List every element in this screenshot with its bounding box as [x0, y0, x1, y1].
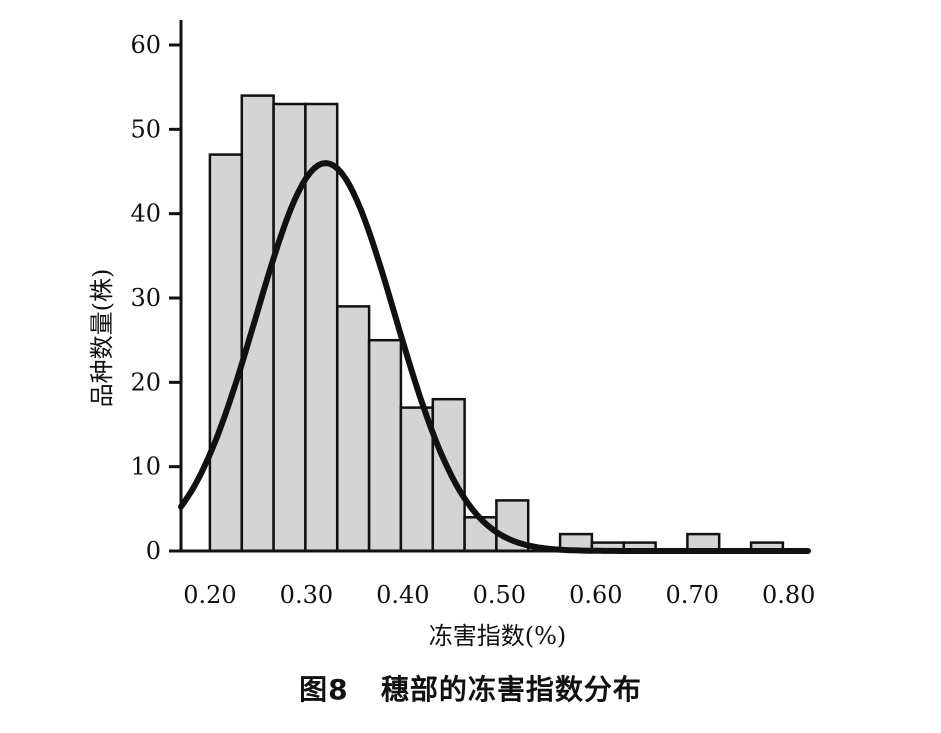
x-tick-label: 0.60 [569, 581, 622, 609]
y-tick-label: 30 [130, 284, 161, 312]
y-tick-label: 10 [130, 453, 161, 481]
histogram-bar [336, 305, 371, 553]
y-tick-label: 0 [146, 537, 161, 565]
figure-caption: 图8 穗部的冻害指数分布 [299, 673, 642, 706]
y-tick-label: 40 [130, 200, 161, 228]
x-axis-title: 冻害指数(%) [429, 622, 567, 650]
histogram-bar [272, 102, 307, 553]
x-ticks: 0.20 0.30 0.40 0.50 0.60 0.70 0.80 [183, 581, 815, 609]
histogram-bar [240, 94, 275, 553]
histogram-bar [367, 338, 403, 553]
x-tick-label: 0.70 [666, 581, 719, 609]
x-tick-label: 0.80 [762, 581, 815, 609]
y-ticks: 0 10 20 30 40 50 60 [130, 31, 181, 565]
x-tick-label: 0.30 [280, 581, 333, 609]
histogram-bar [208, 153, 243, 553]
y-tick-label: 20 [130, 368, 161, 396]
y-tick-label: 60 [130, 31, 161, 59]
bars-group [208, 94, 785, 553]
x-tick-label: 0.40 [376, 581, 429, 609]
y-tick-label: 50 [130, 115, 161, 143]
histogram-bar [399, 406, 434, 553]
x-tick-label: 0.20 [183, 581, 236, 609]
y-axis-title: 品种数量(株) [88, 269, 116, 408]
x-tick-label: 0.50 [473, 581, 526, 609]
